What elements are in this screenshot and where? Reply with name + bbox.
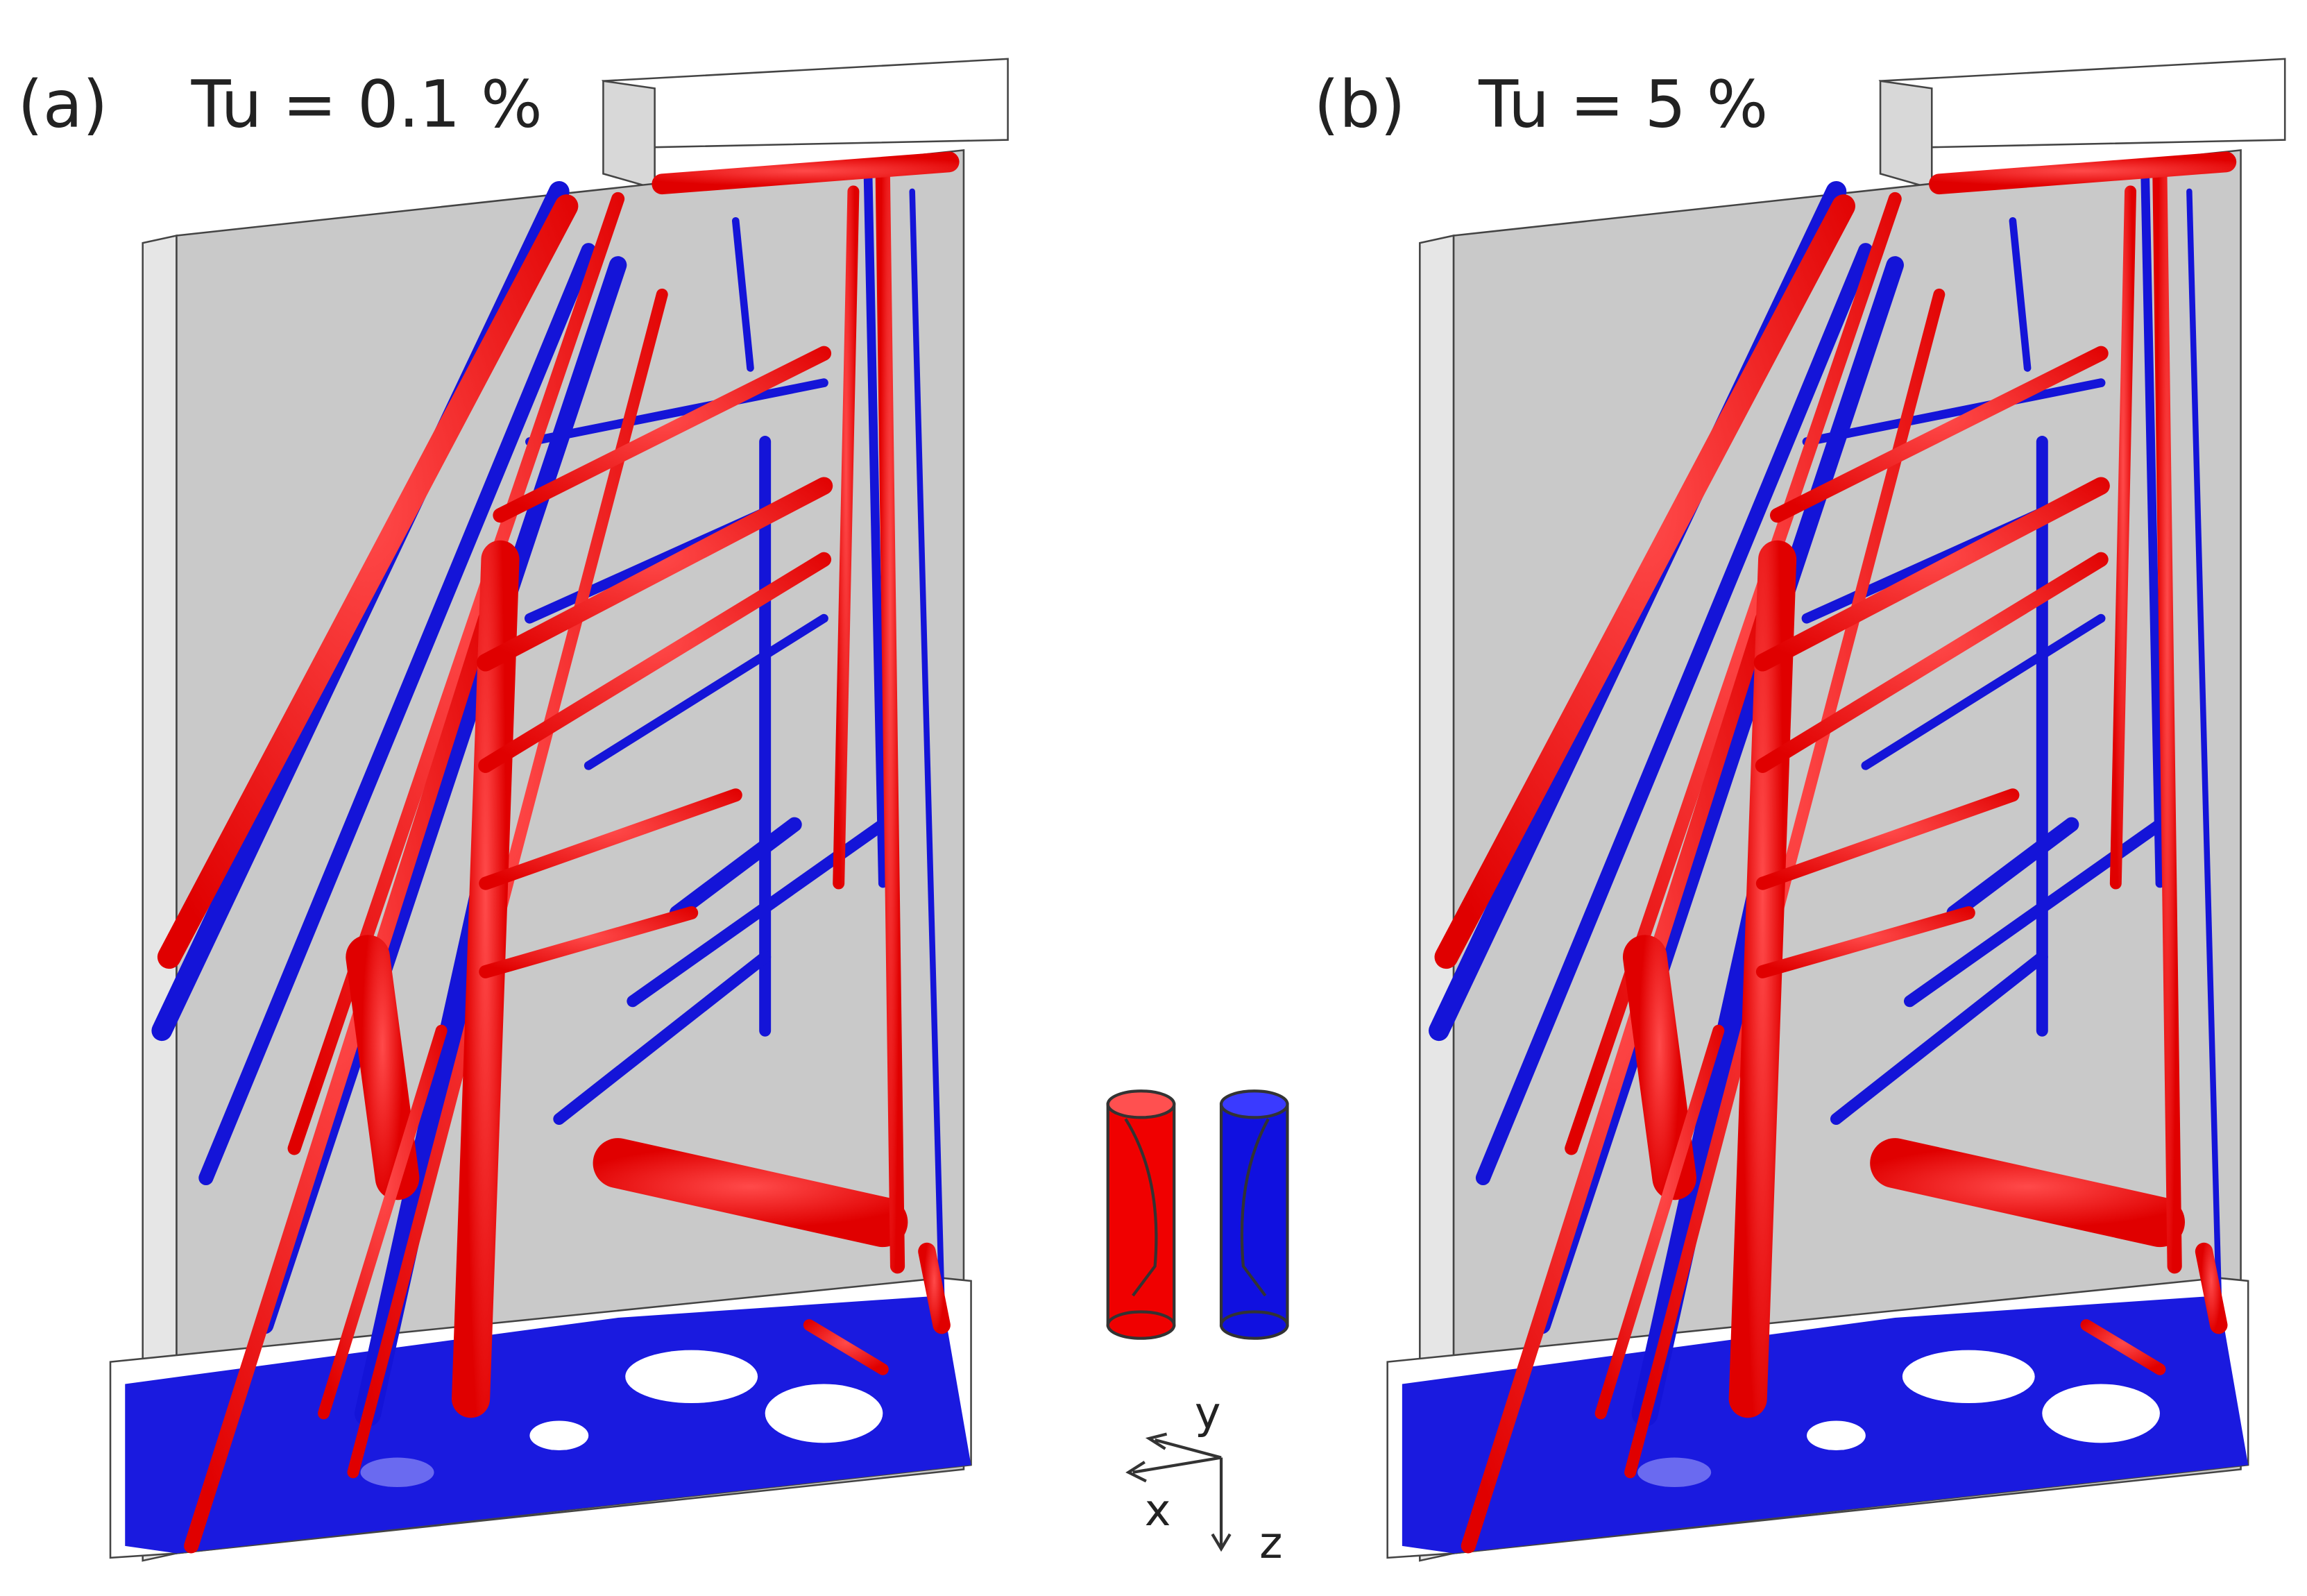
panel-title: Tu = 5 % <box>1478 67 1768 142</box>
panel-label: (a) <box>17 67 108 142</box>
axis-triad <box>1125 1432 1232 1552</box>
vortex-legend <box>1106 1089 1289 1340</box>
axis-label: z <box>1259 1518 1282 1569</box>
axis-label: y <box>1195 1388 1221 1439</box>
panel-label: (b) <box>1314 67 1406 142</box>
panel-b-render <box>1388 59 2285 1561</box>
axis-label: x <box>1145 1485 1171 1536</box>
panel-a-render <box>110 59 1008 1561</box>
panel-title: Tu = 0.1 % <box>191 67 543 142</box>
